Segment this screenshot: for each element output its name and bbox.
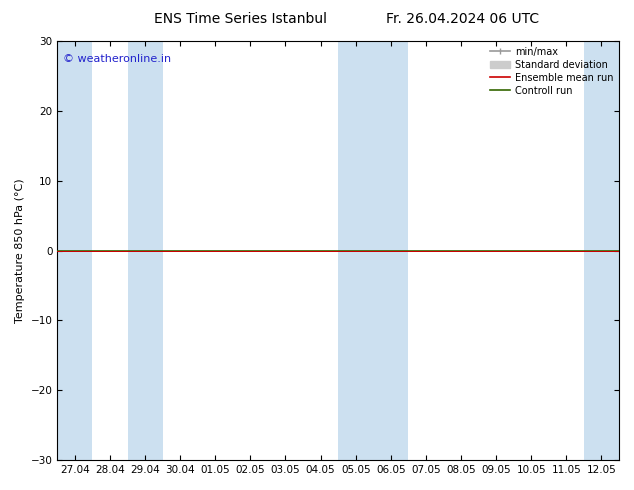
Text: Fr. 26.04.2024 06 UTC: Fr. 26.04.2024 06 UTC: [386, 12, 540, 26]
Bar: [57, 41, 93, 460]
Legend: min/max, Standard deviation, Ensemble mean run, Controll run: min/max, Standard deviation, Ensemble me…: [486, 43, 617, 99]
Y-axis label: Temperature 850 hPa (°C): Temperature 850 hPa (°C): [15, 178, 25, 323]
Bar: [127, 41, 162, 460]
Text: © weatheronline.in: © weatheronline.in: [63, 53, 171, 64]
Bar: [584, 41, 619, 460]
Text: ENS Time Series Istanbul: ENS Time Series Istanbul: [155, 12, 327, 26]
Bar: [338, 41, 408, 460]
